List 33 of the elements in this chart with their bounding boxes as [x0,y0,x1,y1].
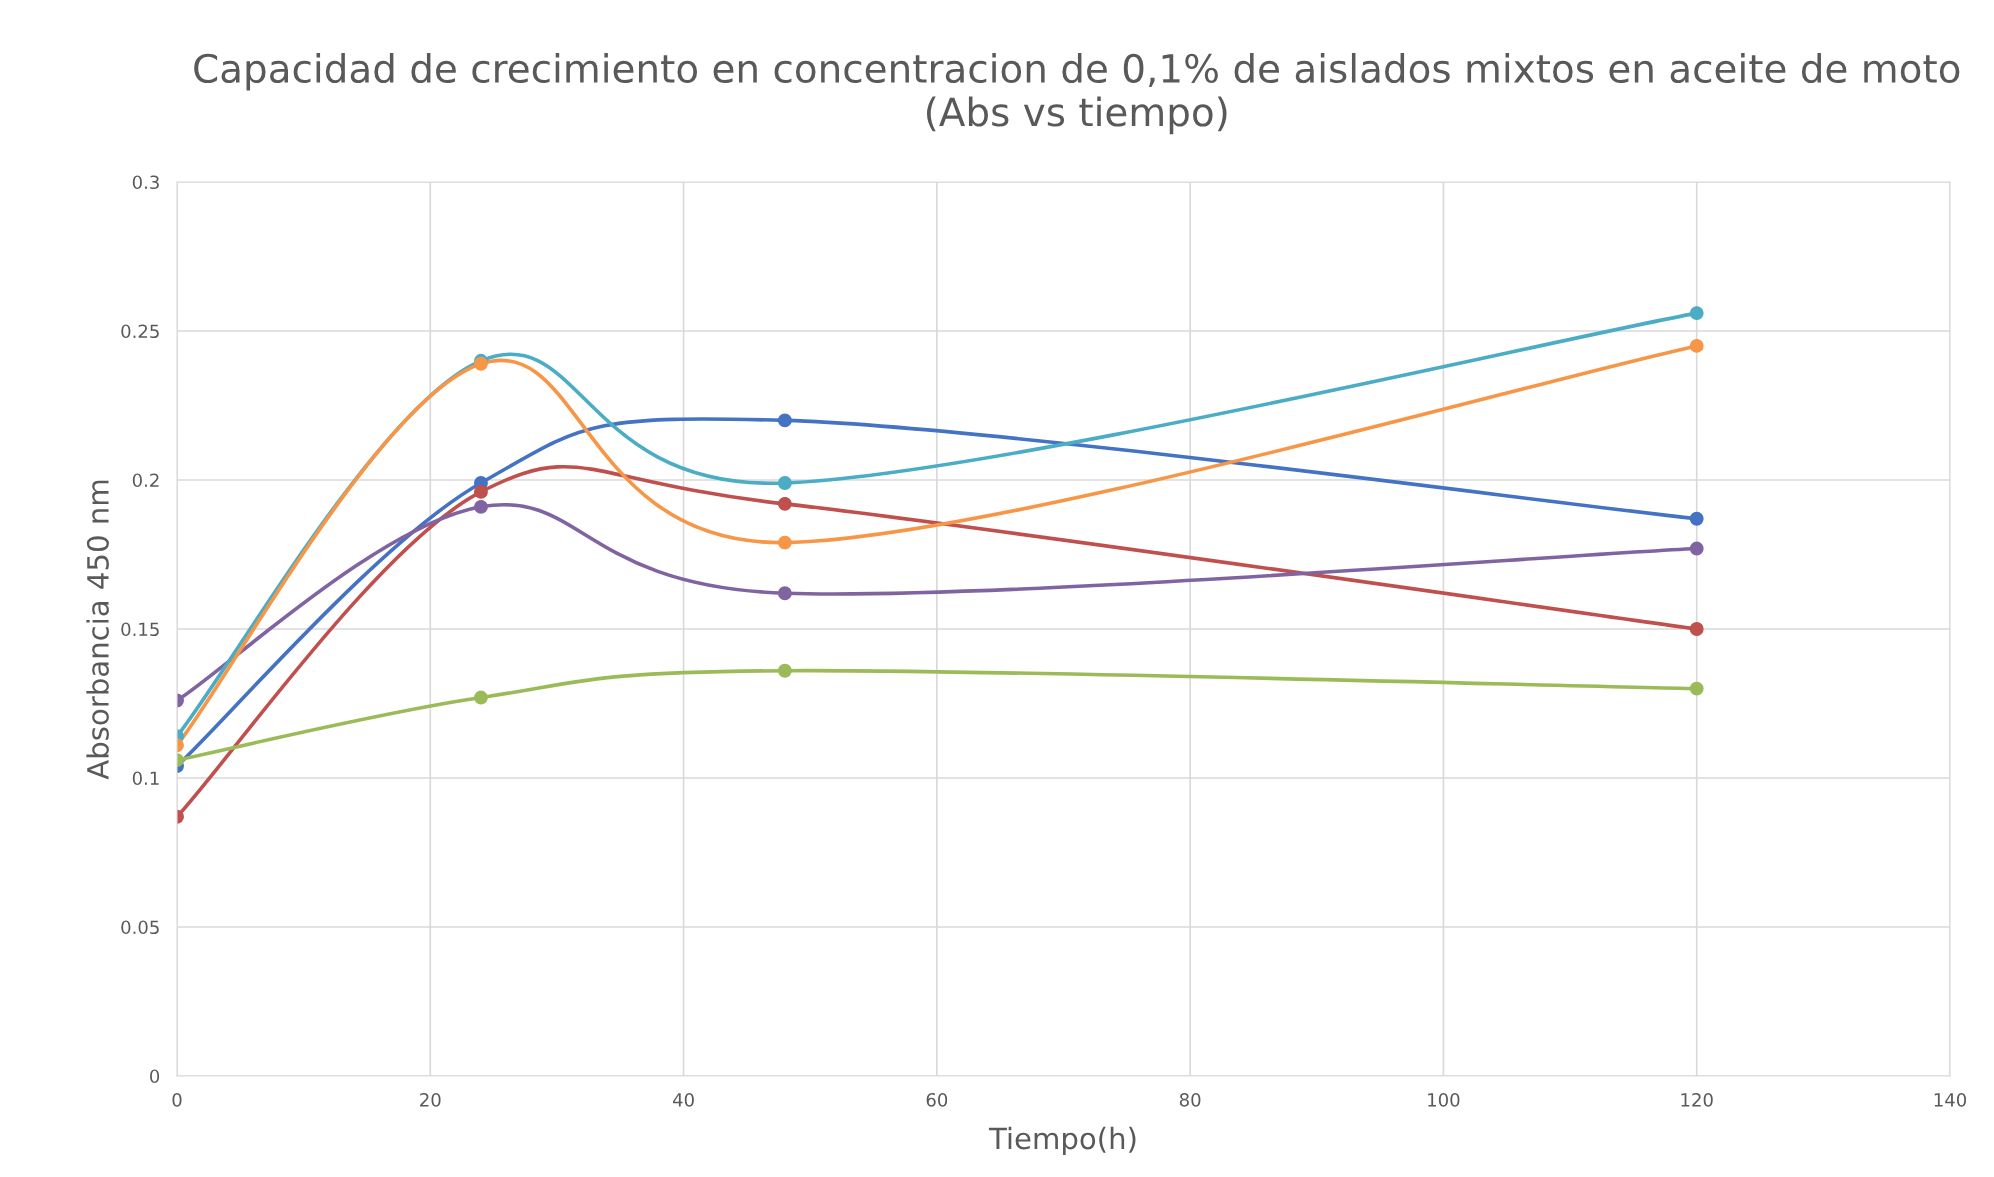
y-tick-label: 0.25 [121,324,159,339]
point [473,690,488,705]
point [1689,338,1704,353]
x-tick-label: 40 [672,1092,694,1107]
point [473,499,488,514]
y-tick-label: 0.1 [132,771,159,786]
point [777,476,792,490]
point [473,484,488,499]
point [777,413,792,428]
y-tick-label: 0.15 [121,622,159,637]
y-tick-label: 0.2 [132,473,159,488]
chart-title: Capacidad de crecimiento en concentracion de 0,1% de aislados mixtos en aceite de moto (Abs vs tiempo) [194,52,1960,135]
point [1689,622,1704,636]
y-tick-label: 0.05 [121,920,159,935]
point [777,496,792,511]
point [777,535,792,550]
y-axis-title: Absorbancia 450 nm [86,480,109,780]
point [1689,541,1704,556]
x-tick-label: 120 [1681,1092,1713,1107]
point [1689,306,1704,321]
point [777,586,792,601]
point [777,663,792,678]
x-tick-label: 100 [1428,1092,1460,1107]
point [1689,681,1704,696]
x-tick-label: 60 [926,1092,948,1107]
x-tick-label: 0 [172,1092,182,1107]
point [1689,511,1704,526]
x-axis-title: Tiempo(h) [988,1126,1136,1156]
y-tick-label: 0.3 [132,175,159,190]
y-tick-label: 0 [150,1069,160,1084]
x-tick-label: 20 [420,1092,441,1107]
x-tick-label: 140 [1934,1092,1967,1107]
x-tick-label: 80 [1179,1092,1201,1107]
